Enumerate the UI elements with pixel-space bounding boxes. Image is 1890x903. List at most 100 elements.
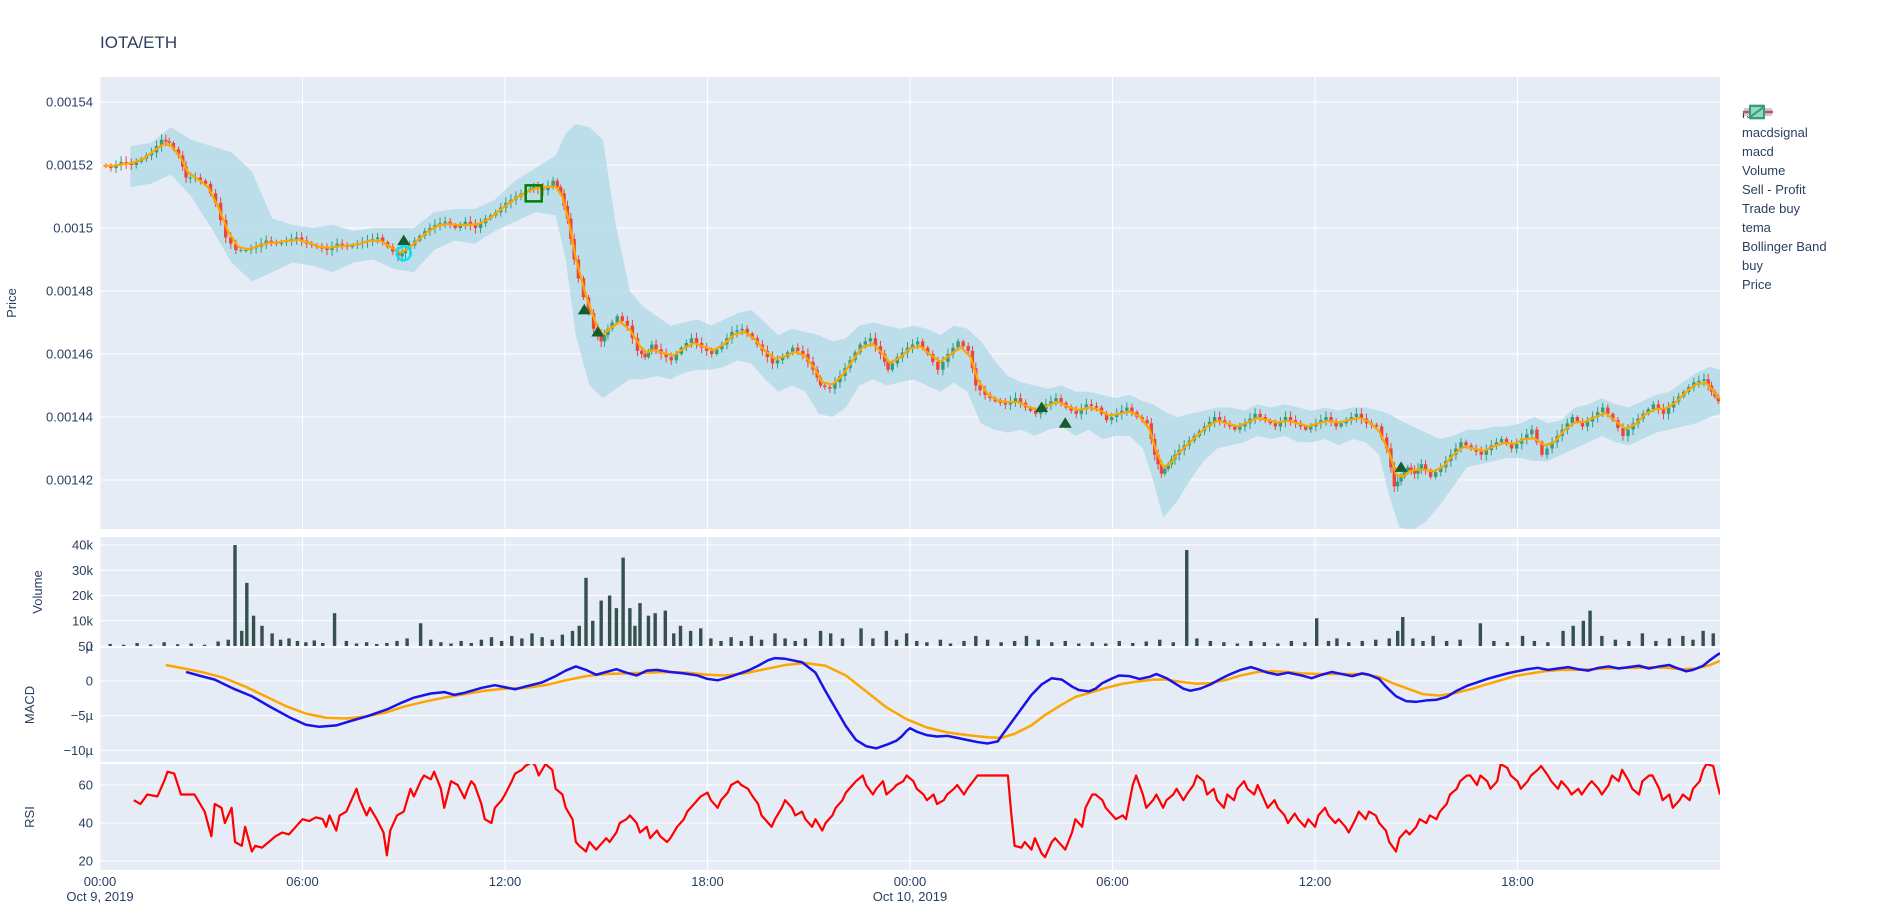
buy-marker-icon[interactable] <box>577 303 591 315</box>
macd-tick-label: −10µ <box>63 743 93 758</box>
candle-body <box>1439 467 1443 473</box>
candle-body <box>1406 467 1410 473</box>
tema-line <box>103 142 1720 478</box>
candle-body <box>299 237 304 241</box>
volume-bar <box>479 639 484 646</box>
candle-body <box>294 237 299 240</box>
legend-item-buy[interactable]: buy <box>1742 106 1890 275</box>
macd-line <box>185 652 1720 750</box>
rsi-plot[interactable] <box>133 762 1720 859</box>
candle-body <box>750 333 754 339</box>
candle-body <box>643 354 647 358</box>
volume-bar <box>1314 618 1319 646</box>
volume-plot[interactable] <box>108 545 1715 646</box>
macd-plot[interactable] <box>165 652 1720 750</box>
sell-profit-marker-icon[interactable] <box>524 184 543 203</box>
candle-body <box>730 331 734 339</box>
volume-bar <box>688 630 693 646</box>
candle-body <box>920 341 925 348</box>
candle-body <box>400 253 404 257</box>
volume-bar <box>663 610 668 646</box>
legend-item-macd[interactable]: macd <box>1742 110 1890 161</box>
volume-bar <box>278 639 283 646</box>
candle-body <box>689 338 694 343</box>
candle-body <box>208 183 213 194</box>
volume-bar <box>439 642 443 646</box>
page-title: IOTA/ETH <box>100 33 178 52</box>
candle-body <box>1115 413 1119 417</box>
volume-tick-label: 20k <box>72 588 93 603</box>
candle-body <box>1585 421 1590 427</box>
buy-marker-icon[interactable] <box>1394 461 1408 472</box>
volume-bar <box>395 640 399 646</box>
buy-marker-icon[interactable] <box>1058 417 1072 428</box>
volume-bar <box>233 545 237 646</box>
volume-tick-label: 30k <box>72 563 93 578</box>
candle-body <box>1626 429 1630 436</box>
volume-bar <box>240 630 244 646</box>
legend-item-price[interactable]: Price <box>1742 105 1890 294</box>
legend-item-volume[interactable]: Volume <box>1742 106 1890 180</box>
volume-bar <box>1387 638 1391 646</box>
legend-item-sell-profit[interactable]: Sell - Profit <box>1742 104 1890 199</box>
candle-body <box>1540 442 1544 455</box>
candle-body <box>330 246 334 251</box>
buy-marker-icon[interactable] <box>397 234 411 246</box>
candle-body <box>269 240 273 243</box>
candle-body <box>239 250 243 252</box>
volume-bar <box>628 608 632 646</box>
candle-body <box>1054 398 1058 402</box>
candle-body <box>1621 428 1625 436</box>
candle-body <box>1702 379 1706 381</box>
legend-label: Price <box>1742 277 1772 292</box>
candle-body <box>1504 439 1509 444</box>
legend-label: tema <box>1742 220 1771 235</box>
volume-bar <box>1024 635 1029 646</box>
candle-body <box>264 240 268 244</box>
x-tick-label: 06:00 <box>286 874 319 889</box>
candle-body <box>1288 417 1293 421</box>
candle-body <box>213 193 218 203</box>
volume-bar <box>591 620 595 646</box>
buy-marker-icon[interactable] <box>591 325 605 337</box>
volume-bar <box>1588 610 1592 646</box>
candle-body <box>863 341 867 345</box>
candle-body <box>1034 410 1038 414</box>
candle-body <box>1409 467 1413 471</box>
candle-body <box>791 347 795 353</box>
legend-item-bollinger-band[interactable]: Bollinger Band <box>1742 108 1890 256</box>
volume-bar <box>251 615 256 646</box>
candle-body <box>694 338 699 343</box>
volume-bar <box>840 638 845 646</box>
volume-bar <box>915 640 919 646</box>
legend-item-macdsignal[interactable]: macdsignal <box>1742 110 1890 142</box>
volume-bar <box>270 633 274 646</box>
candle-body <box>1716 396 1720 402</box>
x-tick-label: 18:00 <box>1501 874 1534 889</box>
candle-body <box>983 390 987 395</box>
candle-body <box>650 344 654 351</box>
candle-body <box>473 224 478 228</box>
volume-bar <box>1613 639 1618 646</box>
legend-label: Trade buy <box>1742 201 1801 216</box>
trade-buy-marker-icon[interactable] <box>395 244 412 262</box>
candle-body <box>171 142 176 150</box>
buy-marker-icon[interactable] <box>1035 401 1049 413</box>
legend-item-tema[interactable]: tema <box>1742 110 1890 237</box>
candle-body <box>1354 413 1359 417</box>
candle-body <box>1416 468 1420 474</box>
volume-bar <box>749 635 754 646</box>
volume-bar <box>894 639 899 646</box>
candle-body <box>910 344 915 348</box>
price-tick-label: 0.00146 <box>46 347 93 362</box>
volume-bar <box>1711 633 1715 646</box>
candle-body <box>1580 421 1585 427</box>
legend-item-trade-buy[interactable]: Trade buy <box>1742 105 1890 218</box>
volume-bar <box>1144 641 1148 646</box>
candle-body <box>1059 398 1063 403</box>
candle-body <box>823 385 827 388</box>
price-plot[interactable] <box>103 124 1720 530</box>
price-tick-label: 0.00154 <box>46 95 93 110</box>
candle-body <box>956 341 960 348</box>
